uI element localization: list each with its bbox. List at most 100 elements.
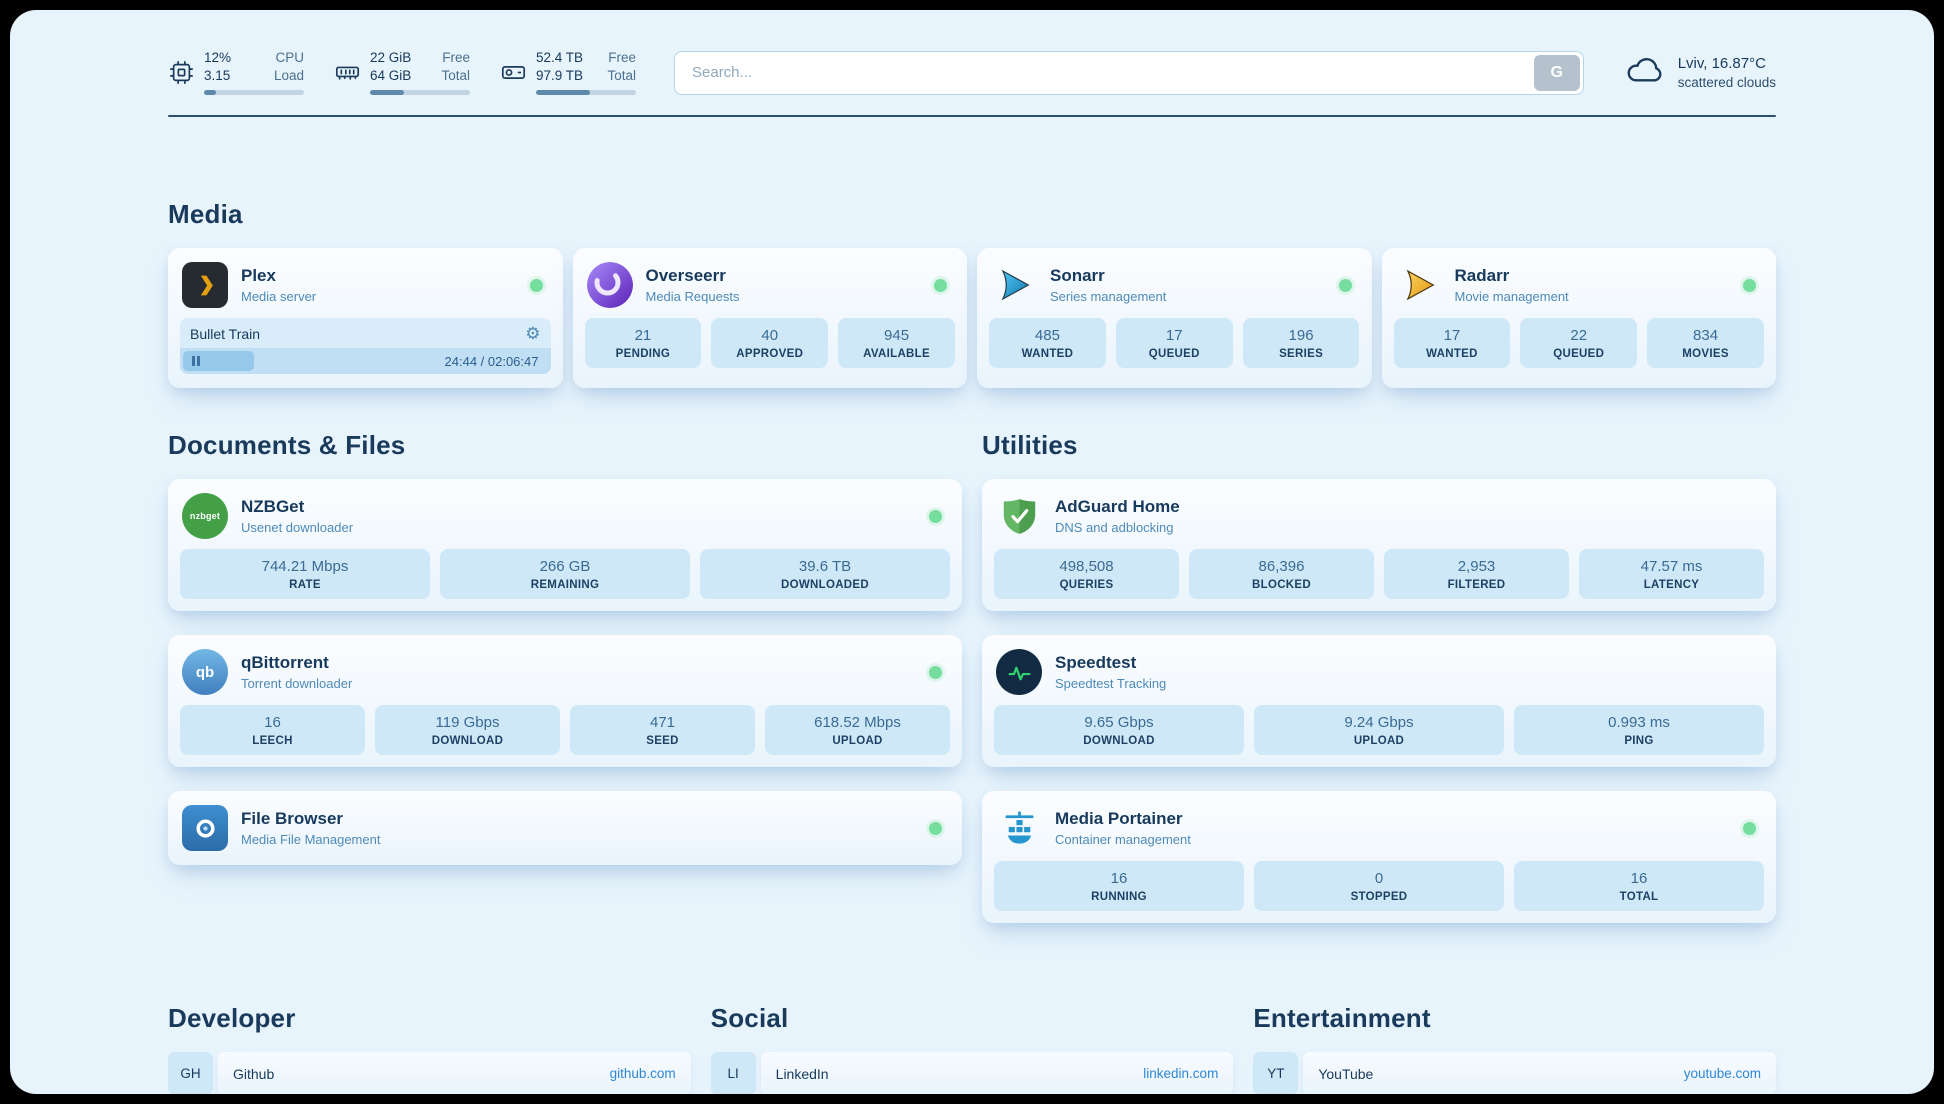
stat-box: 0 STOPPED: [1254, 861, 1504, 911]
bookmark-url[interactable]: github.com: [609, 1066, 676, 1081]
stat-value: 618.52 Mbps: [814, 714, 901, 731]
stat-label: MOVIES: [1682, 348, 1729, 360]
bookmark-group-developer: Developer GH Github github.com SO StackO…: [168, 1003, 691, 1094]
section-documents: Documents & Files nzbget NZBGet Usenet d…: [168, 430, 962, 865]
stat-box: 17 WANTED: [1393, 318, 1511, 368]
service-card-header: Plex Media server: [180, 258, 551, 318]
search-provider-button[interactable]: G: [1533, 54, 1580, 91]
service-name: Speedtest: [1055, 653, 1137, 672]
resource-value: 64 GiB: [370, 68, 412, 83]
service-stats: 9.65 Gbps DOWNLOAD 9.24 Gbps UPLOAD 0.99…: [994, 705, 1764, 755]
bookmark-linkedin[interactable]: LI LinkedIn linkedin.com: [710, 1052, 1234, 1094]
disk-icon: [500, 59, 527, 86]
stat-label: LEECH: [252, 735, 293, 747]
resource-label: CPU: [275, 50, 304, 65]
pause-icon: [192, 356, 195, 366]
stat-box: 22 QUEUED: [1520, 318, 1638, 368]
stat-label: STOPPED: [1350, 891, 1408, 903]
service-card-adguard-home[interactable]: AdGuard Home DNS and adblocking 498,508 …: [982, 479, 1776, 611]
section-heading-media: Media: [168, 199, 243, 229]
stat-box: 9.65 Gbps DOWNLOAD: [994, 705, 1244, 755]
now-playing: Bullet Train ⚙ 24:44 / 02:06:47: [180, 318, 551, 374]
service-card-header: Media Portainer Container management: [994, 801, 1764, 861]
stat-value: 2,953: [1457, 558, 1496, 575]
stat-label: PENDING: [615, 348, 671, 360]
service-card-media-portainer[interactable]: Media Portainer Container management 16 …: [982, 791, 1776, 923]
service-card-nzbget[interactable]: nzbget NZBGet Usenet downloader 744.21 M…: [168, 479, 962, 611]
bookmark-list: GH Github github.com SO StackOverflow st…: [168, 1052, 691, 1094]
resource-label: Total: [441, 68, 470, 83]
stat-value: 21: [634, 327, 652, 344]
stat-box: 945 AVAILABLE: [838, 318, 955, 368]
stat-label: QUEUED: [1148, 348, 1200, 360]
weather-condition: scattered clouds: [1677, 75, 1776, 90]
service-card-overseerr[interactable]: Overseerr Media Requests 21 PENDING 40 A…: [572, 248, 967, 388]
bookmark-youtube[interactable]: YT YouTube youtube.com: [1253, 1052, 1776, 1094]
service-subtitle: Media server: [241, 289, 317, 304]
stat-value: 0: [1374, 870, 1384, 887]
stat-value: 86,396: [1258, 558, 1305, 575]
stat-value: 22: [1570, 327, 1588, 344]
stat-label: DOWNLOAD: [1083, 735, 1155, 747]
service-card-speedtest[interactable]: Speedtest Speedtest Tracking 9.65 Gbps D…: [982, 635, 1776, 767]
resource-progress-fill: [204, 90, 216, 95]
resource-value: 12%: [204, 50, 232, 65]
search-bar: G: [674, 50, 1584, 95]
service-card-qbittorrent[interactable]: qb qBittorrent Torrent downloader 16 LEE…: [168, 635, 962, 767]
service-card-header: Overseerr Media Requests: [585, 258, 956, 318]
playback-progress-bar: 24:44 / 02:06:47: [180, 348, 551, 374]
bookmark-body: LinkedIn linkedin.com: [760, 1052, 1234, 1094]
status-dot: [529, 278, 543, 292]
stat-label: TOTAL: [1619, 891, 1659, 903]
stat-box: 40 APPROVED: [711, 318, 829, 368]
resource-value: 22 GiB: [370, 50, 412, 65]
service-card-header: File Browser Media File Management: [180, 801, 950, 855]
service-subtitle: Media Requests: [645, 289, 740, 304]
service-stats: 21 PENDING 40 APPROVED 945 AVAILABLE: [584, 318, 956, 368]
service-card-file-browser[interactable]: File Browser Media File Management: [168, 791, 962, 865]
weather-location: Lviv, 16.87°C: [1677, 55, 1766, 72]
bookmark-url[interactable]: linkedin.com: [1143, 1066, 1219, 1081]
ram-icon: [334, 59, 361, 86]
stat-value: 471: [649, 714, 676, 731]
bookmark-url[interactable]: youtube.com: [1683, 1066, 1761, 1081]
service-name: File Browser: [241, 809, 344, 828]
bookmark-github[interactable]: GH Github github.com: [168, 1052, 691, 1094]
service-stats: 744.21 Mbps RATE 266 GB REMAINING 39.6 T…: [180, 549, 950, 599]
service-card-header: Sonarr Series management: [989, 258, 1360, 318]
stat-label: WANTED: [1426, 348, 1478, 360]
status-dot: [1338, 278, 1352, 292]
service-subtitle: Media File Management: [241, 832, 381, 847]
resource-label: Load: [273, 68, 304, 83]
status-dot: [934, 278, 947, 292]
two-column-area: Documents & Files nzbget NZBGet Usenet d…: [168, 430, 1776, 923]
bookmarks: Developer GH Github github.com SO StackO…: [168, 1003, 1776, 1094]
service-card-sonarr[interactable]: Sonarr Series management 485 WANTED 17 Q…: [977, 248, 1372, 388]
service-name: Media Portainer: [1055, 809, 1183, 828]
service-subtitle: Usenet downloader: [241, 520, 354, 535]
section-heading-entertainment: Entertainment: [1253, 1003, 1431, 1033]
search-input[interactable]: [678, 64, 1534, 81]
stat-value: 945: [884, 327, 910, 344]
resource-progress-bar: [204, 90, 304, 95]
bookmark-name: YouTube: [1318, 1065, 1374, 1082]
stat-label: APPROVED: [736, 348, 804, 360]
service-card-plex[interactable]: Plex Media server Bullet Train ⚙ 24:44 /…: [168, 248, 563, 388]
resource-label: Total: [607, 68, 636, 83]
sonarr-icon: [991, 262, 1037, 308]
weather-text: Lviv, 16.87°C scattered clouds: [1678, 55, 1776, 90]
topbar: 12% 3.15 CPU Load 22 GiB 64 GiB Free Total 5…: [168, 50, 1776, 95]
stat-label: LATENCY: [1643, 579, 1700, 591]
stat-label: BLOCKED: [1252, 579, 1311, 591]
resource-progress-fill: [536, 90, 590, 95]
speedtest-icon: [996, 649, 1042, 695]
gear-icon[interactable]: ⚙: [525, 324, 541, 343]
stat-box: 618.52 Mbps UPLOAD: [765, 705, 950, 755]
service-subtitle: Speedtest Tracking: [1055, 676, 1167, 691]
stat-value: 16: [1110, 870, 1128, 887]
bookmark-name: Github: [233, 1065, 275, 1082]
service-card-radarr[interactable]: Radarr Movie management 17 WANTED 22 QUE…: [1381, 248, 1776, 388]
weather-widget: Lviv, 16.87°C scattered clouds: [1622, 51, 1776, 94]
stat-value: 17: [1165, 327, 1183, 344]
stat-value: 9.65 Gbps: [1084, 714, 1154, 731]
